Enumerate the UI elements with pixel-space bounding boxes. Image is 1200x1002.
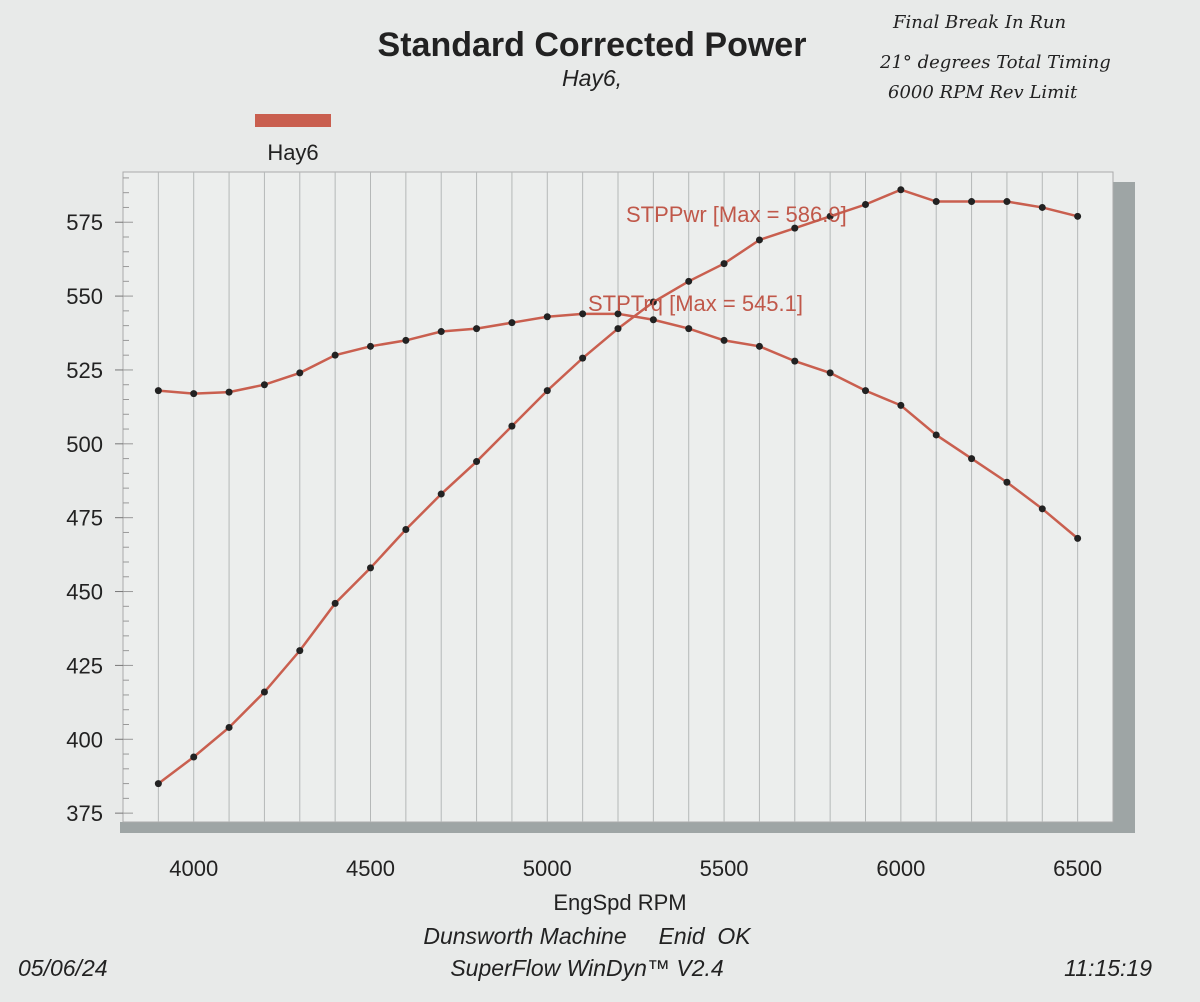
power-point — [1003, 198, 1011, 206]
note-line-1: Final Break In Run — [892, 12, 1066, 33]
power-point — [331, 599, 339, 607]
power-point — [1074, 212, 1082, 220]
torque-point — [579, 310, 587, 318]
torque-point — [1074, 534, 1082, 542]
torque-annotation: STPTrq [Max = 545.1] — [588, 291, 803, 316]
x-axis: 4000 4500 5000 5500 6000 6500 — [169, 856, 1102, 881]
legend: Hay6 — [255, 114, 331, 165]
power-point — [473, 458, 481, 466]
chart-title: Standard Corrected Power — [378, 26, 807, 64]
series-layer — [154, 186, 1082, 788]
power-point — [260, 688, 268, 696]
plot-shadow-bottom — [120, 822, 1135, 833]
torque-point — [190, 390, 198, 398]
power-point — [190, 753, 198, 761]
chart-subtitle: Hay6, — [562, 65, 622, 91]
x-tick-label: 6500 — [1053, 856, 1102, 881]
handwritten-note: Final Break In Run 21° degrees Total Tim… — [879, 12, 1111, 103]
torque-point — [897, 401, 905, 409]
torque-point — [260, 381, 268, 389]
torque-point — [296, 369, 304, 377]
torque-point — [791, 357, 799, 365]
power-point — [720, 260, 728, 268]
legend-swatch — [255, 114, 331, 127]
x-tick-label: 6000 — [876, 856, 925, 881]
power-point — [579, 354, 587, 362]
y-tick-label: 425 — [66, 653, 103, 678]
torque-point — [862, 387, 869, 395]
power-point — [968, 198, 976, 206]
torque-point — [826, 369, 834, 377]
torque-point — [331, 351, 339, 359]
power-point — [614, 325, 622, 333]
power-point — [508, 422, 516, 430]
power-point — [755, 236, 763, 244]
footer-software: SuperFlow WinDyn™ V2.4 — [450, 955, 723, 981]
x-axis-label: EngSpd RPM — [553, 890, 686, 915]
power-point — [826, 212, 834, 220]
torque-point — [473, 325, 481, 333]
torque-point — [1038, 505, 1046, 513]
power-point — [543, 387, 551, 395]
y-tick-label: 400 — [66, 727, 103, 752]
power-point — [402, 526, 410, 533]
power-point — [932, 198, 940, 206]
power-point — [791, 224, 799, 232]
y-tick-label: 450 — [66, 580, 103, 605]
power-point — [367, 564, 374, 572]
power-point — [437, 490, 445, 498]
y-tick-label: 475 — [66, 506, 103, 531]
y-tick-label: 550 — [66, 284, 103, 309]
grid — [123, 172, 1079, 822]
y-tick-label: 375 — [66, 801, 103, 826]
legend-label: Hay6 — [267, 140, 318, 165]
power-point — [154, 780, 162, 788]
torque-point — [968, 455, 976, 463]
power-point — [649, 298, 657, 306]
note-line-2: 21° degrees Total Timing — [879, 52, 1111, 73]
power-point — [225, 723, 233, 731]
torque-point — [932, 431, 940, 439]
y-tick-label: 500 — [66, 432, 103, 457]
power-point — [296, 647, 304, 655]
x-tick-label: 4000 — [169, 856, 218, 881]
torque-point — [437, 328, 445, 336]
torque-point — [649, 316, 657, 324]
y-axis: 375 400 425 450 475 500 525 550 575 — [66, 210, 123, 826]
torque-point — [720, 336, 728, 344]
note-line-3: 6000 RPM Rev Limit — [888, 82, 1078, 103]
power-point — [897, 186, 905, 194]
x-tick-label: 5000 — [523, 856, 572, 881]
power-annotation: STPPwr [Max = 586.9] — [626, 202, 847, 227]
torque-point — [614, 310, 622, 318]
plot-shadow-right — [1113, 182, 1135, 832]
footer-time: 11:15:19 — [1064, 955, 1152, 981]
y-tick-label: 525 — [66, 358, 103, 383]
torque-point — [685, 325, 693, 333]
power-point — [685, 277, 693, 285]
torque-point — [1003, 478, 1011, 486]
torque-point — [508, 319, 516, 327]
torque-point — [367, 342, 374, 350]
torque-point — [543, 313, 551, 321]
power-point — [862, 201, 869, 208]
torque-point — [402, 336, 410, 344]
x-tick-label: 4500 — [346, 856, 395, 881]
y-tick-label: 575 — [66, 210, 103, 235]
footer-shop: Dunsworth Machine Enid OK — [423, 923, 752, 949]
x-tick-label: 5500 — [700, 856, 749, 881]
torque-point — [225, 388, 233, 396]
footer-date: 05/06/24 — [18, 955, 108, 981]
torque-point — [154, 387, 162, 395]
power-point — [1038, 203, 1046, 211]
torque-point — [755, 342, 763, 350]
